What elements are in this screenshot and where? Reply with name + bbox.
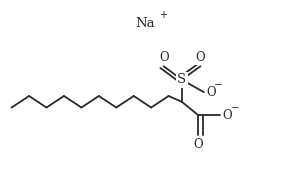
Text: −: − xyxy=(231,103,239,113)
Text: −: − xyxy=(214,80,223,90)
Text: O: O xyxy=(206,86,216,99)
Text: O: O xyxy=(196,51,205,64)
Text: +: + xyxy=(159,10,167,20)
Text: O: O xyxy=(193,137,203,151)
Text: O: O xyxy=(159,51,169,64)
Text: O: O xyxy=(223,109,232,122)
Text: Na: Na xyxy=(136,17,155,30)
Text: S: S xyxy=(177,73,186,86)
